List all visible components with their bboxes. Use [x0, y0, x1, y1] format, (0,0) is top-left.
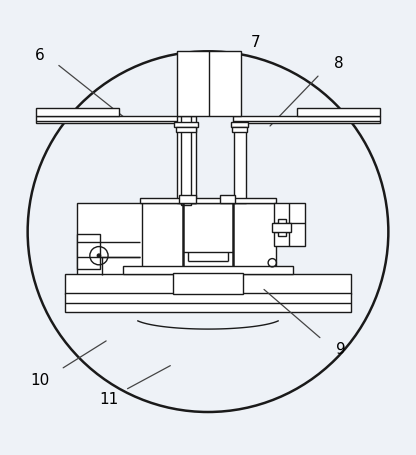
Text: 10: 10 [30, 374, 50, 389]
Bar [65, 293, 351, 313]
Bar [272, 223, 291, 232]
Bar [274, 202, 305, 246]
Bar [220, 195, 235, 202]
Bar [140, 202, 276, 275]
Text: 9: 9 [336, 342, 346, 357]
Bar [233, 116, 380, 123]
Bar [177, 51, 241, 116]
Bar [36, 108, 119, 116]
Bar [231, 122, 248, 127]
Text: 7: 7 [251, 35, 260, 51]
Bar [176, 127, 196, 132]
Bar [174, 122, 198, 127]
Bar [233, 127, 248, 132]
Text: 8: 8 [334, 56, 344, 71]
Bar [77, 234, 100, 269]
Bar [179, 195, 196, 202]
Bar [65, 274, 351, 294]
Bar [177, 116, 196, 202]
Bar [297, 108, 380, 116]
Circle shape [97, 254, 101, 258]
Bar [123, 267, 293, 274]
Text: 11: 11 [99, 392, 118, 407]
Bar [36, 116, 183, 123]
Bar [277, 219, 286, 236]
Bar [173, 273, 243, 294]
Text: 6: 6 [35, 48, 45, 63]
Bar [181, 116, 191, 205]
Bar [234, 122, 246, 202]
Bar [140, 198, 276, 203]
Bar [77, 202, 142, 275]
